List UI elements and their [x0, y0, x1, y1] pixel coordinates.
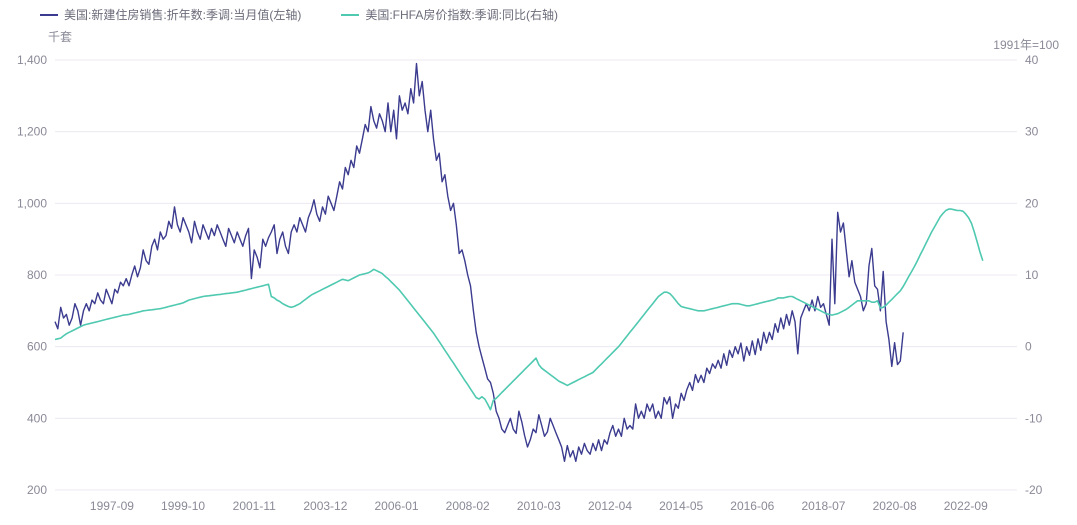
y-left-tick-label: 800 [27, 268, 47, 282]
chart-plot-svg: 200 -20 400 -10 600 0 800 10 1,000 20 1,200 30 1,400… [0, 0, 1077, 525]
y-left-tick-label: 200 [27, 483, 47, 497]
x-tick-label: 2010-03 [517, 499, 561, 513]
x-tick-label: 2016-06 [730, 499, 774, 513]
y-left-tick-label: 600 [27, 340, 47, 354]
y-right-tick-label: 30 [1025, 125, 1039, 139]
y-right-tick-label: 10 [1025, 268, 1039, 282]
x-tick-label: 1997-09 [90, 499, 134, 513]
x-tick-label: 2018-07 [801, 499, 845, 513]
x-tick-label: 1999-10 [161, 499, 205, 513]
y-right-tick-label: 20 [1025, 196, 1039, 210]
y-right-tick-label: 40 [1025, 53, 1039, 67]
y-left-tick-label: 1,000 [17, 196, 47, 210]
x-tick-label: 2022-09 [944, 499, 988, 513]
y-left-tick-label: 400 [27, 411, 47, 425]
series-fhfa-hpi-yoy [55, 209, 983, 410]
y-right-tick-label: -20 [1025, 483, 1043, 497]
y-left-tick-label: 1,200 [17, 125, 47, 139]
x-tick-label: 2014-05 [659, 499, 703, 513]
x-tick-label: 2012-04 [588, 499, 632, 513]
y-right-tick-label: 0 [1025, 340, 1032, 354]
series-new-home-sales [55, 64, 903, 462]
x-tick-label: 2020-08 [873, 499, 917, 513]
y-left-tick-label: 1,400 [17, 53, 47, 67]
chart-container: 美国:新建住房销售:折年数:季调:当月值(左轴) 美国:FHFA房价指数:季调:… [0, 0, 1077, 525]
x-tick-label: 2003-12 [303, 499, 347, 513]
x-tick-label: 2006-01 [375, 499, 419, 513]
x-tick-label: 2008-02 [446, 499, 490, 513]
x-tick-label: 2001-11 [233, 499, 276, 513]
y-right-tick-label: -10 [1025, 411, 1043, 425]
